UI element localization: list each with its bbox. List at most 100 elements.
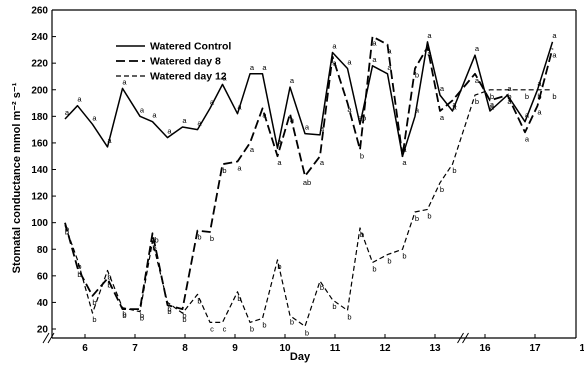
data-label: a — [332, 59, 337, 68]
data-label: b — [320, 283, 324, 292]
data-label: b — [372, 265, 376, 274]
x-tick-label: 11 — [330, 343, 341, 354]
data-label: a — [537, 79, 542, 88]
data-label: a — [402, 145, 407, 154]
data-label: b — [290, 318, 294, 327]
y-tick-label: 160 — [31, 138, 48, 149]
data-label: a — [290, 76, 295, 85]
data-label: a — [182, 116, 187, 125]
data-label: b — [537, 92, 541, 101]
x-tick-label: 17 — [529, 343, 541, 354]
y-tick-label: 60 — [37, 271, 49, 282]
data-label: b — [210, 234, 214, 243]
data-label: b — [167, 307, 171, 316]
data-label: a — [415, 105, 420, 114]
data-label: a — [387, 47, 392, 56]
data-label: b — [525, 92, 529, 101]
data-label: a — [332, 42, 337, 51]
x-tick-label: 13 — [429, 343, 441, 354]
data-label: a — [452, 102, 457, 111]
data-label: b — [77, 270, 81, 279]
data-label: a — [552, 31, 557, 40]
data-label: b — [552, 92, 556, 101]
data-label: b — [277, 262, 281, 271]
data-label: a — [305, 123, 310, 132]
data-label: b — [452, 166, 456, 175]
y-axis-title: Stomatal conductance mmol m⁻² s⁻¹ — [11, 82, 23, 273]
y-tick-label: 80 — [37, 245, 49, 256]
data-label: b — [440, 185, 444, 194]
data-label: a — [475, 44, 480, 53]
data-label: b — [167, 304, 171, 313]
data-label: a — [320, 158, 325, 167]
data-label: a — [167, 127, 172, 136]
data-label: a — [262, 63, 267, 72]
data-label: b — [415, 70, 419, 79]
data-label: a — [77, 95, 82, 104]
y-tick-label: 180 — [31, 112, 48, 123]
data-label: a — [402, 158, 407, 167]
data-label: a — [452, 100, 457, 109]
series-line — [64, 35, 554, 310]
data-label: a — [152, 111, 157, 120]
data-label: b — [415, 214, 419, 223]
data-label: a — [107, 136, 112, 145]
data-label: b — [92, 298, 96, 307]
x-axis-ticks: 6 7 8 9 10 11 12 13 16 17 18 — [82, 334, 584, 354]
axis-origin-break-mark — [42, 332, 55, 344]
data-label: a — [222, 73, 227, 82]
x-tick-label: 10 — [279, 343, 291, 354]
legend-label: Watered Control — [150, 41, 231, 53]
data-label: a — [490, 102, 495, 111]
data-label: c — [210, 324, 214, 333]
series-line — [64, 89, 553, 327]
data-label: b — [305, 328, 309, 337]
y-tick-label: 240 — [31, 32, 48, 43]
legend-label: Watered day 12 — [150, 71, 227, 83]
y-tick-label: 40 — [37, 298, 49, 309]
data-label: ab — [150, 235, 158, 244]
data-label: a — [277, 158, 282, 167]
data-label: a — [250, 63, 255, 72]
data-label: b — [197, 233, 201, 242]
data-label: a — [490, 100, 495, 109]
data-label: a — [262, 110, 267, 119]
data-label: a — [290, 116, 295, 125]
data-label: b — [182, 315, 186, 324]
y-tick-label: 200 — [31, 85, 48, 96]
data-label: a — [507, 84, 512, 93]
data-label: a — [525, 111, 530, 120]
data-label: a — [372, 55, 377, 64]
legend: Watered Control Watered day 8 Watered day … — [116, 41, 231, 83]
data-label: a — [475, 76, 480, 85]
x-tick-label: 9 — [232, 343, 238, 354]
axis-break-mark — [457, 332, 469, 344]
x-tick-label: 18 — [579, 343, 584, 354]
data-label: a — [237, 103, 242, 112]
y-tick-label: 140 — [31, 165, 48, 176]
data-label: b — [92, 315, 96, 324]
data-label: a — [347, 105, 352, 114]
x-tick-label: 7 — [132, 343, 138, 354]
data-label: ab — [303, 178, 311, 187]
x-tick-label: 16 — [479, 343, 491, 354]
data-label: b — [262, 320, 266, 329]
data-label: a — [387, 63, 392, 72]
data-label: b — [65, 227, 69, 236]
data-label: a — [250, 145, 255, 154]
series-line — [64, 41, 554, 157]
data-label: b — [140, 311, 144, 320]
data-label: b — [197, 296, 201, 305]
x-tick-label: 6 — [82, 343, 88, 354]
data-label: a — [277, 137, 282, 146]
data-label: a — [92, 113, 97, 122]
data-label: b — [140, 314, 144, 323]
data-label: b — [475, 97, 479, 106]
data-label: b — [222, 166, 226, 175]
x-tick-label: 12 — [379, 343, 391, 354]
